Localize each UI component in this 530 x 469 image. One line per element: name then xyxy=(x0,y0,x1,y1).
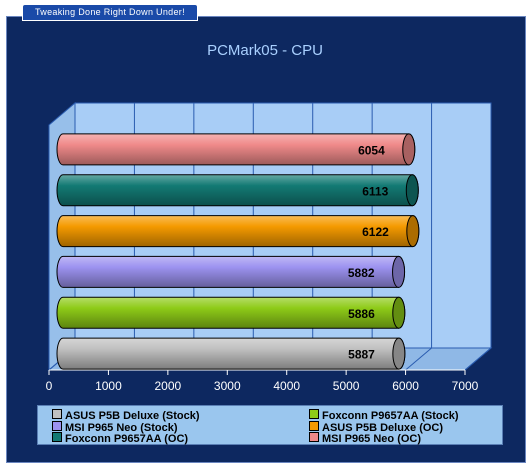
data-label: 5882 xyxy=(348,266,375,280)
x-tick-label: 4000 xyxy=(273,379,300,393)
legend-label: MSI P965 Neo (Stock) xyxy=(65,421,178,434)
data-label: 6122 xyxy=(362,225,389,239)
data-label: 5886 xyxy=(348,307,375,321)
data-label: 6054 xyxy=(358,143,385,157)
x-tick-label: 7000 xyxy=(452,379,479,393)
legend-item: MSI P965 Neo (OC) xyxy=(309,432,422,445)
bar-cap xyxy=(392,255,406,288)
legend-swatch xyxy=(309,432,319,442)
legend-item: MSI P965 Neo (Stock) xyxy=(52,420,178,434)
legend-label: ASUS P5B Deluxe (OC) xyxy=(322,421,444,434)
legend-label: Foxconn P9657AA (Stock) xyxy=(322,410,459,422)
gridline-floor xyxy=(405,347,432,371)
legend-label: Foxconn P9657AA (OC) xyxy=(65,433,189,445)
x-tick-label: 3000 xyxy=(214,379,241,393)
gridline-floor xyxy=(464,347,492,371)
x-tick-label: 0 xyxy=(46,379,53,393)
data-label: 6113 xyxy=(362,184,388,198)
bar-cap xyxy=(406,215,420,248)
data-label: 5887 xyxy=(348,348,375,362)
x-tick-label: 1000 xyxy=(95,379,122,393)
legend-item: Foxconn P9657AA (OC) xyxy=(52,432,189,445)
bar-cap xyxy=(405,174,419,207)
legend-label: ASUS P5B Deluxe (Stock) xyxy=(65,410,200,422)
legend-swatch xyxy=(52,432,62,442)
chart-title: PCMark05 - CPU xyxy=(207,42,323,59)
bar-cap xyxy=(392,337,406,370)
legend-swatch xyxy=(309,420,319,431)
legend-swatch xyxy=(52,409,62,419)
legend-label: MSI P965 Neo (OC) xyxy=(322,433,422,445)
legend-item: ASUS P5B Deluxe (OC) xyxy=(309,420,444,434)
bar-cap xyxy=(402,133,416,166)
legend-swatch xyxy=(52,420,62,431)
legend-item: Foxconn P9657AA (Stock) xyxy=(309,409,459,422)
x-tick-label: 6000 xyxy=(392,379,419,393)
legend-item: ASUS P5B Deluxe (Stock) xyxy=(52,409,200,422)
chart-legend: ASUS P5B Deluxe (Stock) Foxconn P9657AA (… xyxy=(37,405,503,445)
x-tick-label: 5000 xyxy=(333,379,360,393)
x-tick-label: 2000 xyxy=(155,379,182,393)
site-tagline: Tweaking Done Right Down Under! xyxy=(22,4,198,21)
bar-cap xyxy=(392,296,406,329)
legend-swatch xyxy=(309,409,319,419)
